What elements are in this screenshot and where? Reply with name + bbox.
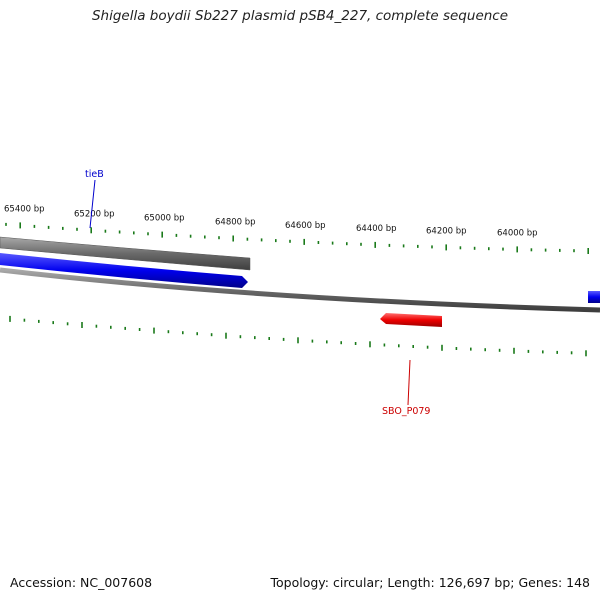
accession-text: Accession: NC_007608 [10, 575, 153, 590]
tick-label: 64200 bp [426, 226, 467, 236]
tick-label: 64600 bp [285, 221, 326, 231]
tick-label: 65000 bp [144, 214, 185, 224]
feature-track [0, 236, 251, 271]
inner-tick-ruler [9, 315, 587, 357]
map-title: Shigella boydii Sb227 plasmid pSB4_227, … [91, 8, 509, 24]
tick-label: 65200 bp [74, 209, 115, 219]
gene-label-tieB[interactable]: tieB [85, 169, 104, 180]
forward-gene-arrow-right[interactable] [588, 291, 600, 303]
tick-label: 64000 bp [497, 228, 538, 238]
reverse-gene-arrow[interactable] [380, 313, 442, 327]
topology-text: Topology: circular; Length: 126,697 bp; … [270, 575, 591, 590]
tieB-callout-line [89, 179, 96, 229]
tick-label: 64400 bp [356, 224, 397, 234]
outer-tick-ruler [5, 222, 590, 254]
backbone [0, 267, 600, 313]
SBO_P079-callout-line [407, 359, 411, 406]
forward-gene-arrow[interactable] [0, 253, 248, 288]
tick-label: 64800 bp [215, 218, 256, 228]
gene-label-SBO_P079[interactable]: SBO_P079 [382, 406, 430, 417]
tick-labels: 65400 bp 65200 bp 65000 bp 64800 bp 64600 bp… [4, 205, 538, 239]
tick-label: 65400 bp [4, 205, 45, 215]
